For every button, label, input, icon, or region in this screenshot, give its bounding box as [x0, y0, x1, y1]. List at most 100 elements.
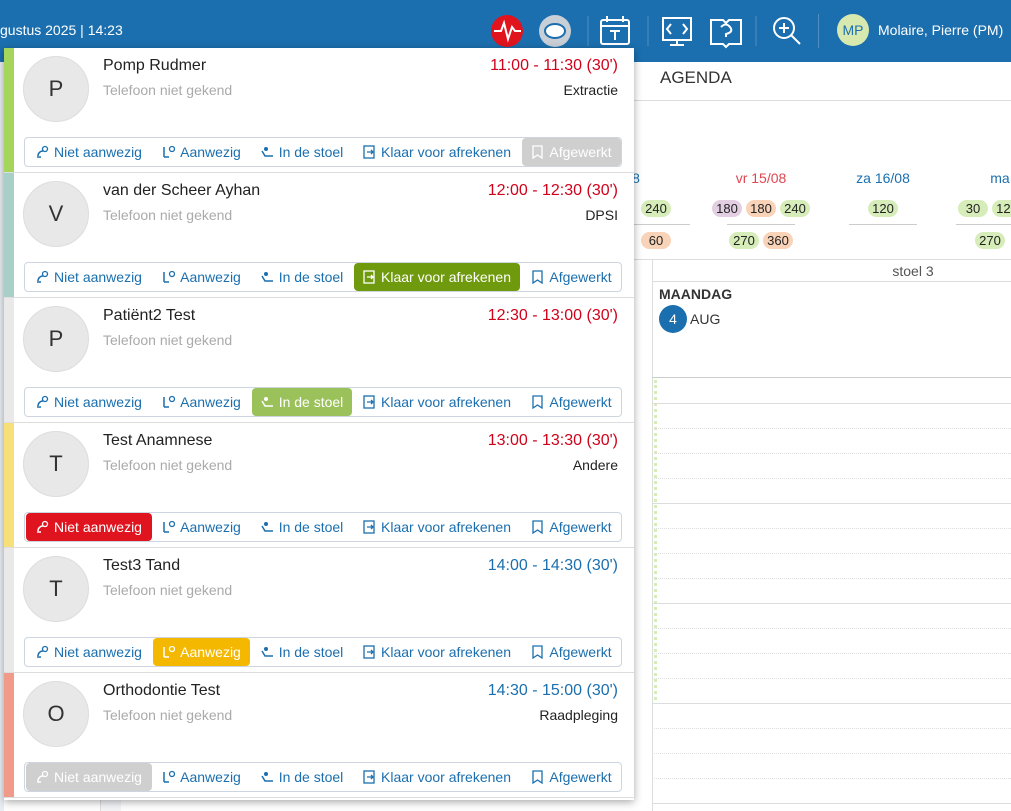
screen-icon[interactable]: [662, 17, 692, 46]
status-button[interactable]: In de stoel: [252, 764, 352, 790]
day-label[interactable]: vr 15/08: [735, 170, 787, 186]
patient-phone: Telefoon niet gekend: [103, 82, 233, 98]
status-button[interactable]: Niet aanwezig: [26, 264, 152, 290]
status-button[interactable]: Aanwezig: [153, 764, 250, 790]
appointment-time: 13:00 - 13:30 (30'): [487, 432, 618, 449]
calendar-icon[interactable]: [600, 16, 630, 45]
status-button[interactable]: Niet aanwezig: [26, 513, 152, 541]
grid-line: [652, 753, 1011, 754]
status-button[interactable]: Niet aanwezig: [26, 389, 152, 415]
status-bar: [4, 298, 14, 422]
status-icon: [163, 270, 176, 283]
status-button[interactable]: Niet aanwezig: [26, 139, 152, 165]
status-button[interactable]: Aanwezig: [153, 514, 250, 540]
patient-phone: Telefoon niet gekend: [103, 332, 233, 348]
status-label: Afgewerkt: [549, 519, 612, 535]
status-icon: [261, 147, 273, 157]
status-label: In de stoel: [278, 144, 344, 160]
status-icon: [37, 395, 49, 408]
status-bar: [4, 673, 14, 797]
status-button[interactable]: Klaar voor afrekenen: [354, 389, 520, 415]
grid-line: [652, 803, 1011, 804]
status-icon: [363, 520, 375, 534]
status-actions: Niet aanwezig Aanwezig In de stoel Klaar vo…: [24, 137, 622, 167]
appointment-popup: P Pomp Rudmer Telefoon niet gekend 11:00 - …: [4, 48, 634, 800]
status-icon: [163, 645, 176, 658]
user-name[interactable]: Molaire, Pierre (PM): [878, 22, 1004, 38]
status-button[interactable]: Aanwezig: [153, 139, 250, 165]
status-label: Niet aanwezig: [54, 644, 142, 660]
patient-name[interactable]: Pomp Rudmer: [103, 57, 207, 74]
tooth-icon[interactable]: [539, 15, 571, 47]
agenda-tab[interactable]: AGENDA: [660, 68, 732, 87]
status-button[interactable]: Aanwezig: [153, 389, 250, 415]
status-button[interactable]: Niet aanwezig: [26, 639, 152, 665]
status-button[interactable]: Aanwezig: [153, 264, 250, 290]
patient-phone: Telefoon niet gekend: [103, 457, 233, 473]
appointment-item[interactable]: O Orthodontie Test Telefoon niet gekend 14:…: [4, 673, 634, 798]
status-label: In de stoel: [278, 519, 344, 535]
side-strip: [0, 62, 4, 811]
grid-line: [652, 377, 1011, 378]
status-icon: [37, 645, 49, 658]
user-avatar[interactable]: MP: [837, 14, 869, 46]
status-button[interactable]: In de stoel: [252, 264, 352, 290]
appointment-item[interactable]: P Patiënt2 Test Telefoon niet gekend 12:30 …: [4, 298, 634, 423]
status-bar: [4, 48, 14, 172]
heartbeat-icon[interactable]: [491, 15, 523, 47]
status-icon: [532, 270, 544, 285]
status-button[interactable]: Afgewerkt: [522, 514, 621, 540]
chair-label: stoel 3: [892, 263, 934, 279]
status-button[interactable]: Aanwezig: [153, 638, 250, 666]
appointment-item[interactable]: P Pomp Rudmer Telefoon niet gekend 11:00 - …: [4, 48, 634, 173]
appointment-time: 11:00 - 11:30 (30'): [490, 57, 618, 74]
patient-name[interactable]: Patiënt2 Test: [103, 307, 196, 324]
status-button[interactable]: Afgewerkt: [522, 764, 621, 790]
patient-name[interactable]: van der Scheer Ayhan: [103, 182, 261, 199]
zoom-icon[interactable]: [770, 12, 810, 50]
appointment-item[interactable]: T Test3 Tand Telefoon niet gekend 14:00 - 1…: [4, 548, 634, 673]
status-icon: [532, 645, 544, 660]
status-button[interactable]: Afgewerkt: [522, 389, 621, 415]
day-label[interactable]: ma: [990, 170, 1010, 186]
status-button[interactable]: In de stoel: [252, 388, 352, 416]
status-actions: Niet aanwezig Aanwezig In de stoel Klaar vo…: [24, 387, 622, 417]
appointment-type: Andere: [572, 457, 618, 473]
status-button[interactable]: Klaar voor afrekenen: [354, 639, 520, 665]
help-icon[interactable]: [710, 19, 742, 49]
status-label: Niet aanwezig: [54, 144, 142, 160]
status-button[interactable]: Afgewerkt: [522, 264, 621, 290]
status-button[interactable]: Klaar voor afrekenen: [354, 514, 520, 540]
patient-name[interactable]: Test3 Tand: [103, 557, 181, 574]
status-icon: [532, 395, 544, 410]
status-icon: [363, 145, 375, 159]
day-label[interactable]: za 16/08: [856, 170, 910, 186]
status-icon: [532, 520, 544, 535]
grid-line: [652, 728, 1011, 729]
grid-line: [652, 603, 1011, 604]
status-button[interactable]: Niet aanwezig: [26, 763, 152, 791]
status-button[interactable]: In de stoel: [252, 139, 352, 165]
status-button[interactable]: In de stoel: [252, 639, 352, 665]
appointment-time: 12:30 - 13:00 (30'): [487, 307, 618, 324]
status-button[interactable]: Klaar voor afrekenen: [354, 764, 520, 790]
status-button[interactable]: Afgewerkt: [522, 138, 621, 166]
status-button[interactable]: Klaar voor afrekenen: [354, 139, 520, 165]
status-button[interactable]: Afgewerkt: [522, 639, 621, 665]
patient-avatar: V: [23, 181, 89, 247]
count-badge: 120: [868, 200, 898, 217]
status-button[interactable]: Klaar voor afrekenen: [354, 263, 520, 291]
status-button[interactable]: In de stoel: [252, 514, 352, 540]
status-label: In de stoel: [278, 769, 344, 785]
count-badge: 240: [780, 200, 810, 217]
patient-name[interactable]: Test Anamnese: [103, 432, 213, 449]
status-icon: [37, 770, 49, 783]
patient-avatar: T: [23, 556, 89, 622]
status-label: Niet aanwezig: [54, 269, 142, 285]
status-icon: [37, 520, 49, 533]
patient-name[interactable]: Orthodontie Test: [103, 682, 221, 699]
appointment-item[interactable]: T Test Anamnese Telefoon niet gekend 13:00 …: [4, 423, 634, 548]
day-label[interactable]: 8: [632, 170, 640, 186]
